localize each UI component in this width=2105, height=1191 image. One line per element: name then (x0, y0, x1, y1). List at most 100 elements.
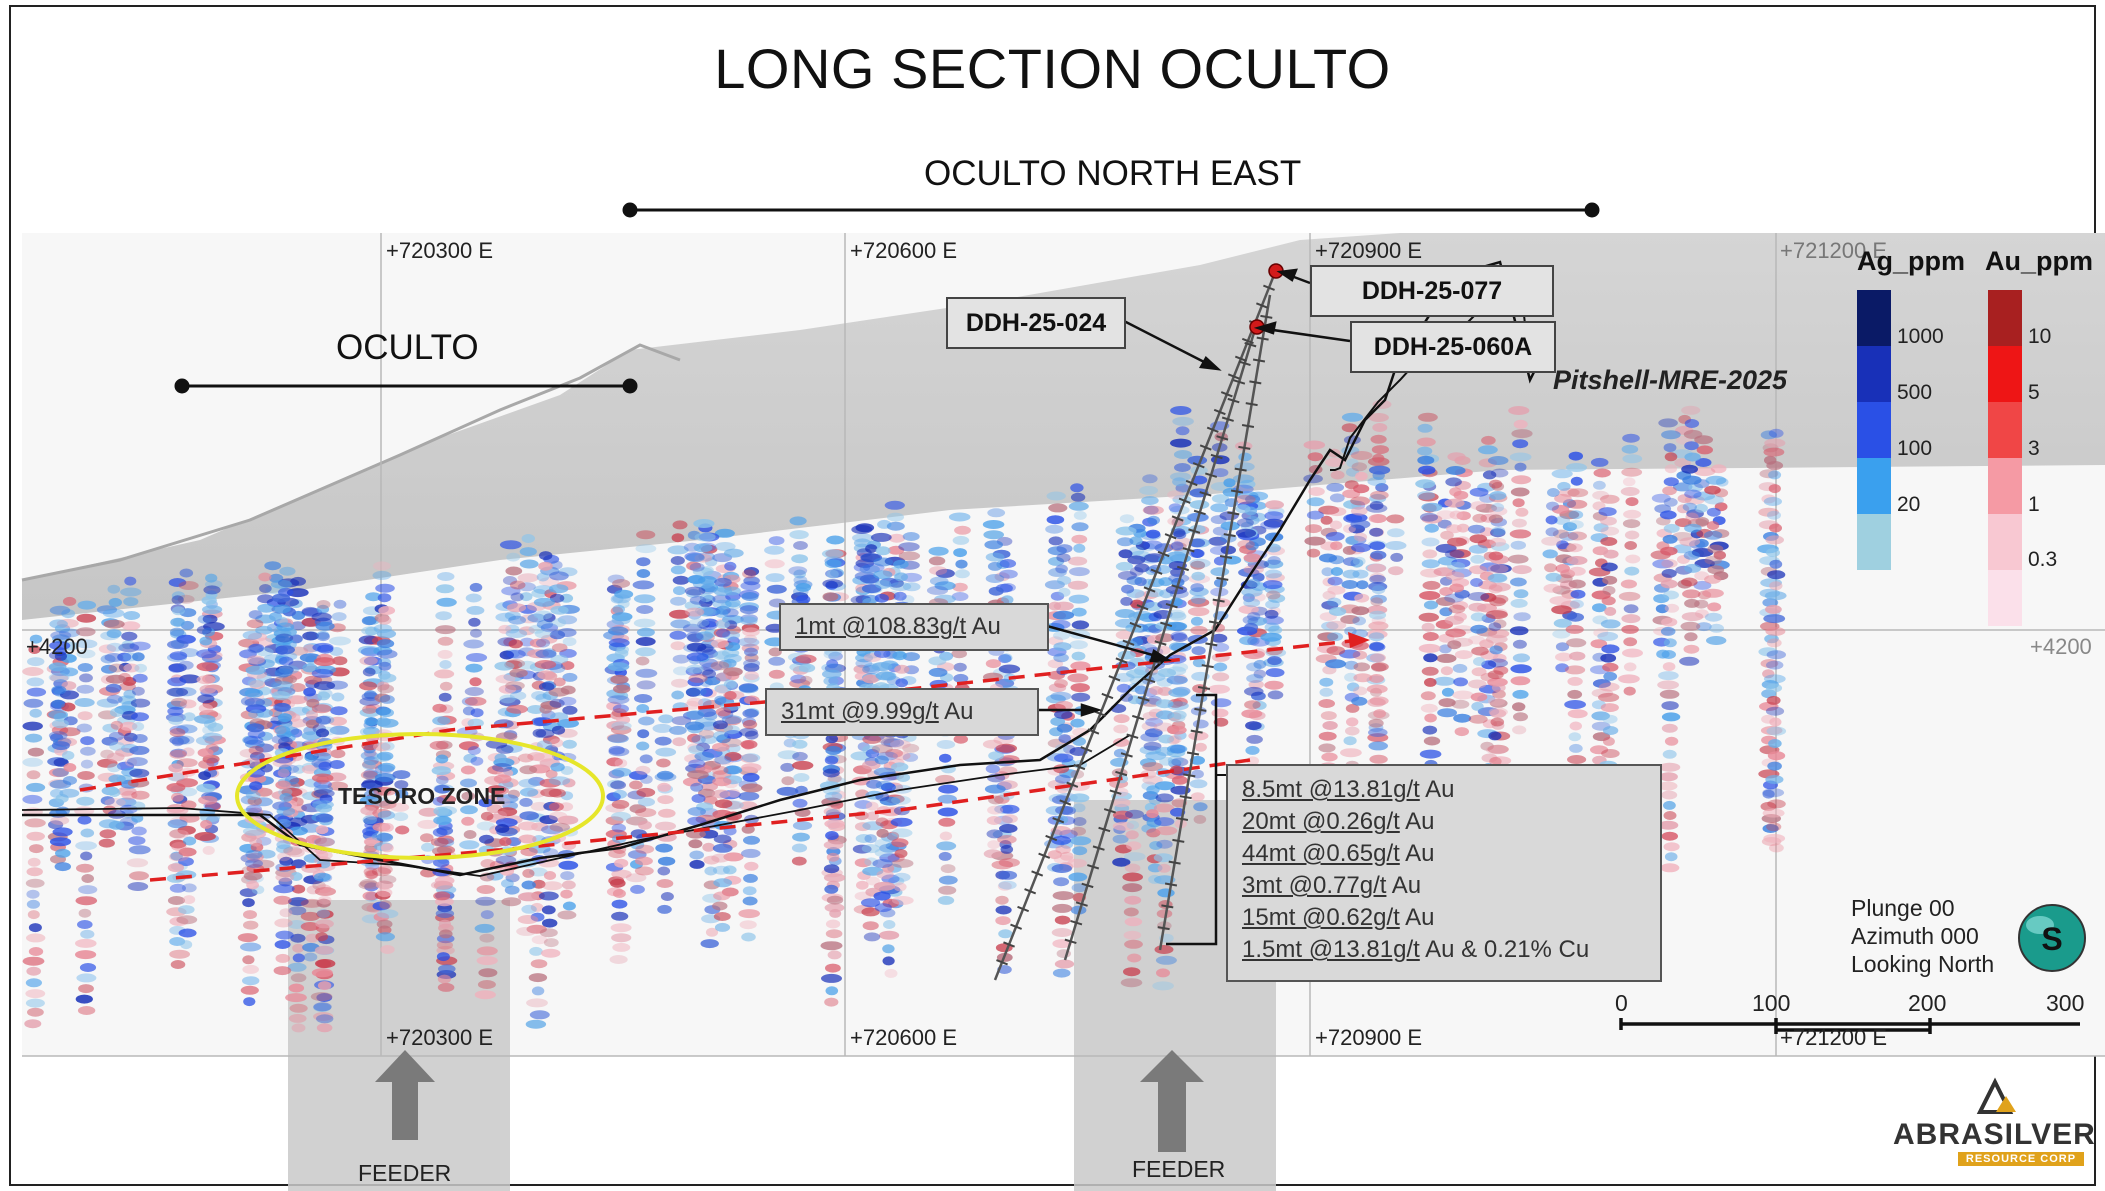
drill-intercept-disk (823, 873, 846, 883)
drill-intercept-disk (291, 1023, 306, 1033)
drill-intercept-disk (436, 952, 450, 962)
drill-intercept-disk (1569, 743, 1583, 753)
drill-intercept-disk (1651, 493, 1671, 503)
drill-intercept-disk (1266, 590, 1281, 600)
drill-intercept-disk (27, 1007, 44, 1017)
drill-intercept-disk (608, 849, 626, 859)
drill-intercept-disk (1124, 863, 1141, 873)
drill-intercept-disk (672, 654, 690, 664)
drill-intercept-disk (873, 891, 891, 901)
drill-intercept-disk (1307, 452, 1324, 462)
drill-intercept-disk (1488, 551, 1504, 561)
drill-intercept-disk (495, 674, 516, 684)
drill-intercept-disk (314, 784, 333, 794)
drill-intercept-disk (1510, 540, 1527, 550)
drill-intercept-disk (862, 866, 884, 876)
scale-tick-label: 100 (1752, 990, 1791, 1016)
drill-intercept-disk (1661, 650, 1677, 659)
drill-intercept-disk (417, 819, 438, 829)
drill-intercept-disk (22, 757, 43, 767)
easting-label-bottom-1: +720300 E (386, 1025, 494, 1050)
drill-intercept-disk (1368, 413, 1389, 422)
drill-intercept-disk (1071, 534, 1088, 544)
drill-intercept-disk (1440, 666, 1453, 676)
drill-intercept-disk (1369, 754, 1388, 764)
drill-intercept-disk (1663, 638, 1677, 648)
drill-intercept-disk (1663, 842, 1680, 852)
drill-intercept-disk (1570, 589, 1586, 599)
drill-intercept-disk (508, 615, 526, 625)
drill-intercept-disk (1237, 539, 1255, 549)
drill-intercept-disk (1352, 569, 1369, 579)
drill-intercept-disk (313, 681, 336, 691)
drill-intercept-disk (655, 843, 673, 853)
drill-intercept-disk (1342, 569, 1360, 579)
drill-intercept-disk (654, 736, 672, 746)
drill-intercept-disk (1420, 512, 1438, 522)
drill-intercept-disk (984, 540, 1003, 550)
drill-intercept-disk (372, 570, 392, 580)
drill-intercept-disk (255, 625, 273, 635)
drill-intercept-disk (902, 743, 920, 753)
drill-intercept-disk (1622, 454, 1643, 464)
drill-intercept-disk (1318, 731, 1337, 741)
drill-intercept-disk (1704, 485, 1721, 495)
drill-intercept-disk (126, 757, 148, 767)
drill-intercept-disk (1367, 477, 1387, 486)
drill-intercept-disk (1423, 736, 1441, 746)
drill-intercept-disk (275, 872, 295, 882)
drill-intercept-disk (1048, 536, 1064, 546)
drill-trace-tick (1109, 789, 1122, 795)
drill-intercept-disk (562, 739, 577, 749)
drill-intercept-disk (362, 815, 377, 825)
drill-intercept-disk (1470, 612, 1487, 622)
tesoro-inner-outline (21, 734, 1131, 877)
plunge-text: Plunge 00 (1851, 895, 1955, 921)
drill-intercept-disk (277, 768, 290, 778)
drill-intercept-disk (506, 552, 521, 562)
drill-intercept-disk (742, 753, 761, 763)
drill-trace-tick (1178, 497, 1191, 504)
drill-intercept-disk (302, 663, 318, 673)
drill-intercept-disk (826, 659, 839, 669)
intercept-row: 15mt @0.62g/t Au (1242, 904, 1435, 931)
drill-intercept-disk (316, 600, 331, 609)
drill-intercept-disk (1511, 429, 1533, 439)
drill-intercept-disk (889, 582, 912, 591)
drill-intercept-disk (1238, 605, 1259, 614)
drill-intercept-disk (198, 759, 215, 769)
drill-intercept-disk (1173, 697, 1188, 707)
drill-intercept-disk (635, 808, 657, 818)
drill-intercept-disk (1454, 650, 1473, 660)
drill-intercept-disk (79, 963, 97, 972)
drill-intercept-disk (107, 584, 121, 594)
drill-intercept-disk (1661, 723, 1678, 733)
drill-intercept-disk (494, 797, 511, 807)
drill-intercept-disk (724, 691, 737, 700)
drill-intercept-disk (182, 747, 195, 757)
drill-intercept-disk (1001, 814, 1018, 824)
drill-intercept-disk (891, 858, 914, 868)
drill-intercept-disk (1764, 634, 1779, 644)
drill-intercept-disk (1760, 430, 1777, 440)
drill-intercept-disk (276, 806, 296, 816)
drill-intercept-disk (768, 647, 782, 657)
drill-intercept-disk (938, 851, 952, 861)
drill-intercept-disk (1318, 743, 1336, 753)
drill-intercept-disk (81, 874, 94, 883)
drill-intercept-disk (698, 620, 718, 630)
drill-intercept-disk (1208, 684, 1230, 694)
drill-intercept-disk (1125, 830, 1139, 840)
scale-tick-label: 0 (1615, 990, 1628, 1016)
drill-intercept-disk (1375, 483, 1389, 492)
drill-intercept-disk (469, 677, 482, 687)
drill-intercept-disk (1369, 642, 1386, 652)
drill-intercept-disk (687, 733, 701, 743)
drill-intercept-disk (535, 649, 557, 659)
drill-intercept-disk (315, 813, 334, 823)
drill-intercept-disk (168, 763, 183, 773)
drill-intercept-disk (376, 629, 397, 639)
drill-intercept-disk (796, 594, 811, 604)
drill-intercept-disk (1372, 423, 1388, 432)
drill-intercept-disk (551, 725, 566, 735)
